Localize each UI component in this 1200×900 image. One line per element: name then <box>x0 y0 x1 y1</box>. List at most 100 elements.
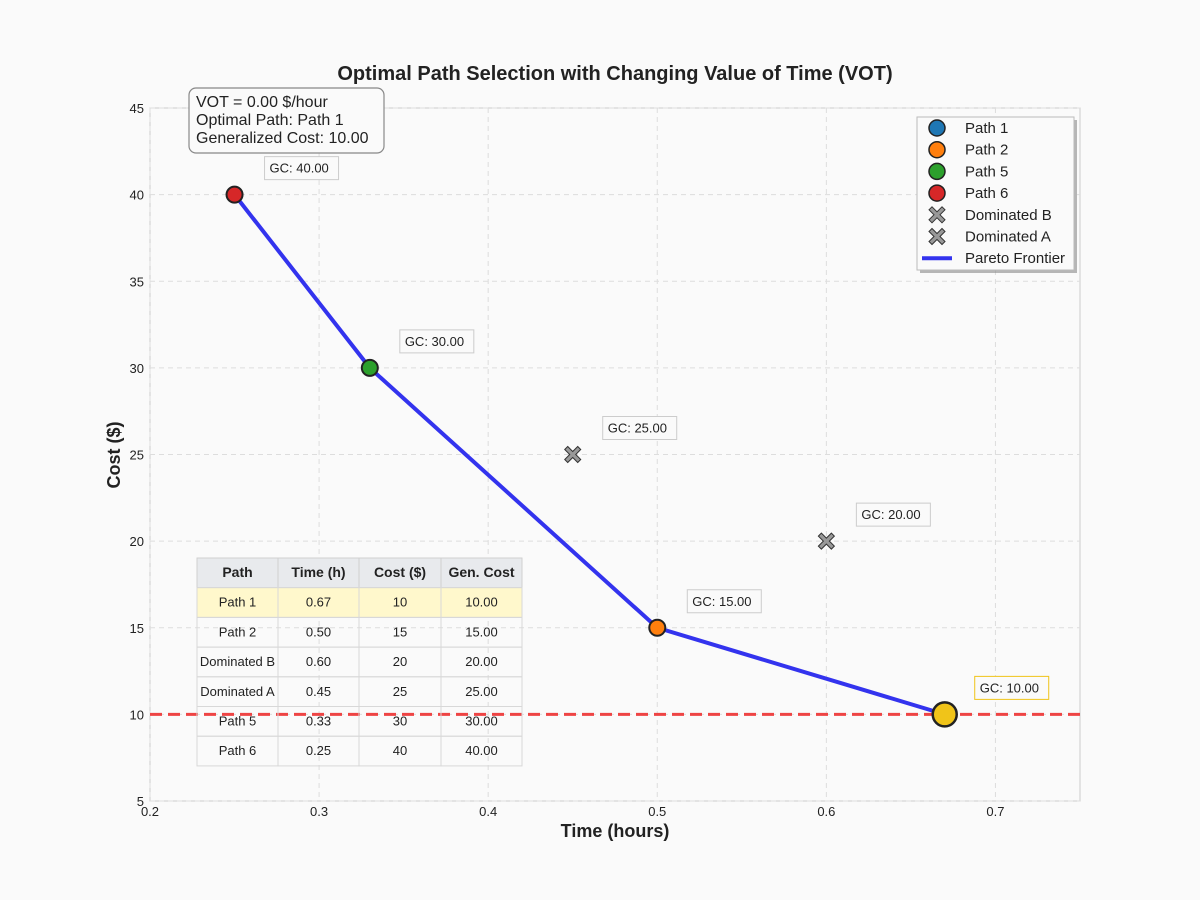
table-cell-text: 10 <box>393 595 407 610</box>
gc-label-text: GC: 20.00 <box>861 507 920 522</box>
x-tick-label: 0.2 <box>141 804 159 819</box>
table-cell <box>440 587 523 618</box>
y-tick-label: 15 <box>130 621 144 636</box>
gc-label-box <box>855 502 931 527</box>
pareto-frontier-line <box>232 193 946 717</box>
table-cell-text: 0.33 <box>306 714 331 729</box>
table-cell <box>440 735 523 767</box>
y-axis-label: Cost ($) <box>104 421 124 488</box>
gc-label-text: GC: 10.00 <box>980 680 1039 695</box>
x-tick-label: 0.4 <box>479 804 497 819</box>
legend-entry: Path 5 <box>965 163 1008 180</box>
y-tick-label: 45 <box>130 101 144 116</box>
table-cell-text: Dominated A <box>200 684 275 699</box>
table-cell-text: 10.00 <box>465 595 498 610</box>
info-generalized-cost: Generalized Cost: 10.00 <box>196 130 369 147</box>
table-header-cell <box>358 557 442 589</box>
legend-swatch <box>928 206 946 224</box>
gc-label-box <box>264 156 340 181</box>
y-tick-label: 30 <box>130 361 144 376</box>
table-cell-text: 0.67 <box>306 595 331 610</box>
table-cell-text: 20 <box>393 654 407 669</box>
info-optimal-path: Optimal Path: Path 1 <box>196 112 344 129</box>
table-cell-text: 0.45 <box>306 684 331 699</box>
table-cell <box>358 587 442 618</box>
gc-label: GC: 20.00 <box>855 502 931 527</box>
y-tick-label: 25 <box>130 448 144 463</box>
y-tick-label: 40 <box>130 188 144 203</box>
table-cell-text: Path 6 <box>219 743 257 758</box>
gc-label-text: GC: 30.00 <box>405 334 464 349</box>
y-tick-label: 5 <box>137 794 144 809</box>
table-cell-text: 0.60 <box>306 654 331 669</box>
table-cell-text: 40.00 <box>465 743 498 758</box>
gc-label: GC: 40.00 <box>264 156 340 181</box>
data-point-marker <box>225 185 244 204</box>
x-axis-label: Time (hours) <box>561 821 670 841</box>
legend-swatch <box>928 119 946 137</box>
dominated-point-marker <box>817 532 836 550</box>
legend-entry: Dominated B <box>965 207 1052 224</box>
legend-entry: Path 2 <box>965 142 1008 159</box>
info-vot: VOT = 0.00 $/hour <box>196 94 328 111</box>
legend: Path 1 Path 2 Path 5 Path 6 Dominated B Domin… <box>916 116 1077 273</box>
table-cell-text: 15 <box>393 624 407 639</box>
gc-label-box <box>602 416 678 440</box>
table-cell-text: Path 1 <box>219 595 257 610</box>
data-point-marker <box>360 358 379 377</box>
gc-label-box <box>399 329 475 354</box>
gc-label-box <box>686 589 762 614</box>
data-point-marker <box>648 618 667 637</box>
dominated-point-marker <box>564 445 582 464</box>
table-header-text: Gen. Cost <box>448 564 514 580</box>
table-cell-text: 15.00 <box>465 624 498 639</box>
x-tick-label: 0.5 <box>648 804 666 819</box>
table-cell-text: 25.00 <box>465 684 498 699</box>
table-header-cell <box>196 557 279 589</box>
x-tick-label: 0.6 <box>817 804 835 819</box>
legend-entry: Dominated A <box>965 229 1051 246</box>
chart-title: Optimal Path Selection with Changing Val… <box>337 63 892 85</box>
legend-swatch <box>928 162 946 181</box>
gc-label: GC: 15.00 <box>686 589 762 614</box>
gc-label-text: GC: 25.00 <box>608 421 667 436</box>
table-cell <box>196 587 279 618</box>
table-cell-text: 40 <box>393 743 407 758</box>
y-tick-label: 20 <box>130 534 144 549</box>
x-tick-label: 0.7 <box>986 804 1004 819</box>
table-cell-text: 30 <box>393 714 407 729</box>
gc-label: GC: 25.00 <box>602 416 678 440</box>
legend-entry: Path 6 <box>965 185 1008 202</box>
legend-entry: Pareto Frontier <box>965 250 1065 267</box>
y-tick-label: 10 <box>130 707 144 722</box>
table-cell-text: 30.00 <box>465 714 498 729</box>
legend-swatch <box>928 184 946 202</box>
table-cell-text: 0.50 <box>306 624 331 639</box>
legend-entry: Path 1 <box>965 120 1008 137</box>
y-tick-label: 35 <box>130 274 144 289</box>
table-cell-text: Path 2 <box>219 624 257 639</box>
legend-swatch <box>928 227 946 246</box>
optimal-point-marker <box>931 701 958 728</box>
table-cell-text: 20.00 <box>465 654 498 669</box>
gc-label-text: GC: 15.00 <box>692 594 751 609</box>
gc-label-text: GC: 40.00 <box>270 161 329 176</box>
gc-label-box <box>974 675 1050 700</box>
table-header-cell <box>277 557 360 589</box>
table-header-cell <box>440 557 523 589</box>
gc-label: GC: 30.00 <box>399 329 475 354</box>
path-table: Path Time (h) Cost ($) Gen. Cost Path 1 0.67 1… <box>196 557 523 767</box>
table-cell-text: 0.25 <box>306 743 331 758</box>
table-header-text: Cost ($) <box>374 564 426 580</box>
x-tick-label: 0.3 <box>310 804 328 819</box>
info-box-frame <box>188 87 385 154</box>
legend-swatch <box>928 140 946 159</box>
table-cell-text: Dominated B <box>200 654 275 669</box>
gc-label: GC: 10.00 <box>974 675 1050 700</box>
table-header-text: Time (h) <box>291 564 345 580</box>
table-header-text: Path <box>222 564 252 580</box>
table-cell-text: Path 5 <box>219 714 257 729</box>
table-cell-text: 25 <box>393 684 407 699</box>
